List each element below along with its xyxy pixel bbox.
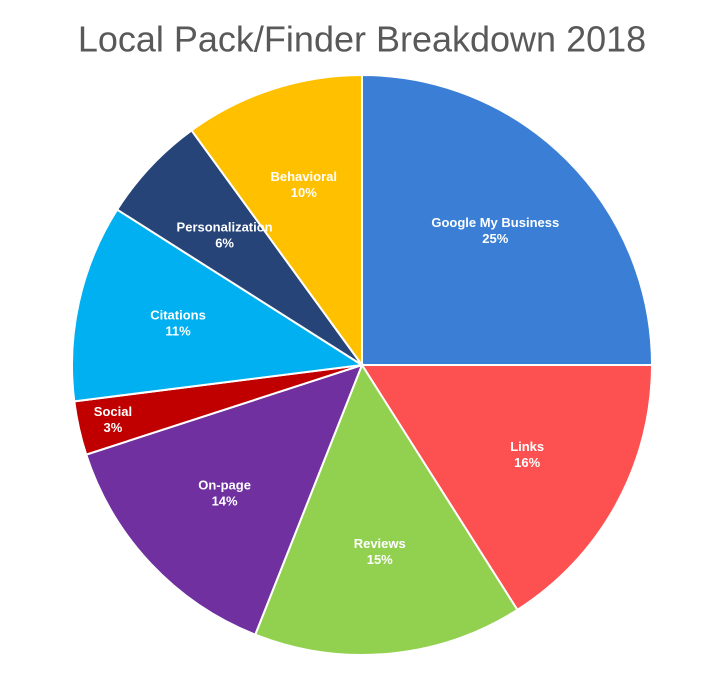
slice-value-label: 15% <box>367 552 393 567</box>
pie-slice <box>253 362 519 656</box>
slice-value-label: 6% <box>215 235 234 250</box>
pie-slice <box>361 73 654 366</box>
slice-value-label: 16% <box>514 455 540 470</box>
pie-slice <box>190 73 363 369</box>
slice-label: Citations <box>150 307 206 322</box>
chart-title: Local Pack/Finder Breakdown 2018 <box>78 19 646 60</box>
slice-label: Social <box>94 404 132 419</box>
pie-slice <box>360 364 654 612</box>
slice-label: Behavioral <box>271 169 337 184</box>
slice-value-label: 14% <box>212 493 238 508</box>
slice-value-label: 25% <box>482 231 508 246</box>
slice-value-label: 11% <box>165 323 191 338</box>
pie-slice <box>71 208 365 403</box>
slice-label: Personalization <box>177 219 273 234</box>
slice-label: Links <box>510 439 544 454</box>
slice-value-label: 3% <box>104 420 123 435</box>
slice-label: Google My Business <box>431 215 559 230</box>
slice-value-label: 10% <box>291 185 317 200</box>
slice-label: Reviews <box>354 536 406 551</box>
slice-label: On-page <box>198 477 251 492</box>
